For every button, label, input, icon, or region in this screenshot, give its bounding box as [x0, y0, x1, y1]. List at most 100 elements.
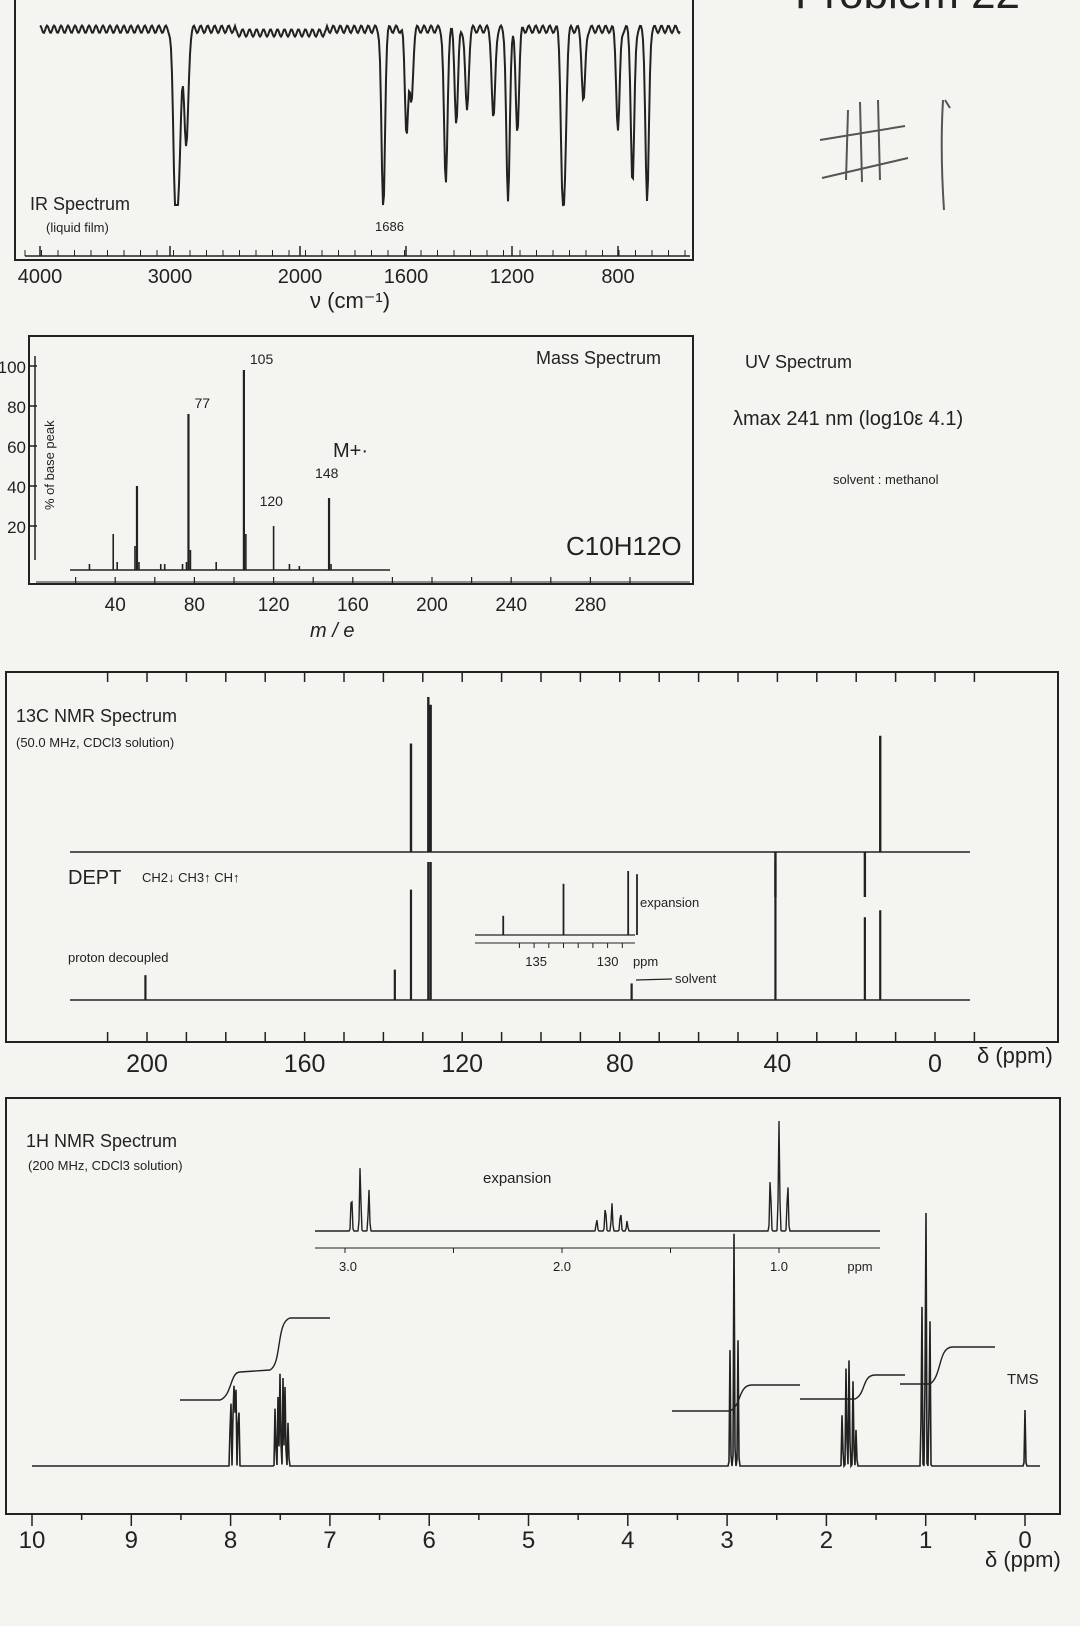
- mass-formula: C10H12O: [566, 531, 682, 561]
- mass-title: Mass Spectrum: [536, 348, 661, 368]
- mass-peaks: 77 105 120 148: [70, 351, 390, 571]
- mass-peak-label-77: 77: [194, 395, 210, 411]
- h1-x-tick-label: 10: [19, 1527, 46, 1554]
- mass-x-tick-label: 200: [416, 595, 448, 616]
- mass-peak-label-120: 120: [260, 493, 284, 509]
- ir-tick-label: 4000: [18, 266, 63, 288]
- ir-tick-label: 3000: [148, 266, 193, 288]
- c13-frame: [5, 671, 1059, 1043]
- h1-expansion-tick-label: 3.0: [339, 1259, 357, 1274]
- mass-y-tick-label: 40: [7, 478, 26, 497]
- mass-molecular-ion-label: M+·: [333, 440, 368, 462]
- h1-spectrum: [32, 1212, 1040, 1469]
- h1-subtitle: (200 MHz, CDCl3 solution): [28, 1158, 183, 1173]
- ir-subtitle: (liquid film): [46, 220, 109, 235]
- h1-integral-1.77: [800, 1374, 905, 1400]
- mass-y-tick-label: 60: [7, 438, 26, 457]
- handwritten-scribble: [819, 99, 951, 211]
- mass-y-tick-label: 20: [7, 518, 26, 537]
- mass-peak-label-105: 105: [250, 351, 274, 367]
- uv-panel: UV Spectrum λmax 241 nm (log10ε 4.1) sol…: [733, 352, 963, 487]
- h1-x-tick-label: 4: [621, 1527, 634, 1554]
- h1-expansion: 3.0 2.0 1.0 ppm: [315, 1120, 880, 1274]
- h1-x-tick-label: 6: [423, 1527, 436, 1554]
- mass-x-tick-label: 40: [105, 595, 126, 616]
- mass-frame: [28, 335, 694, 585]
- h1-expansion-label: expansion: [483, 1170, 551, 1187]
- page-title-fragment: Problem 22: [795, 0, 1020, 18]
- ir-title: IR Spectrum: [30, 194, 130, 214]
- c13-expansion-tick-label: 135: [525, 954, 547, 969]
- h1-expansion-tick-label: ppm: [847, 1259, 872, 1274]
- h1-integral-1.00: [900, 1346, 995, 1385]
- h1-expansion-tick-label: 2.0: [553, 1259, 571, 1274]
- h1-x-tick-label: 9: [125, 1527, 138, 1554]
- h1-expansion-trace: [315, 1120, 880, 1232]
- c13-x-tick-label: 120: [441, 1050, 483, 1078]
- h1-x-tick-label: 2: [820, 1527, 833, 1554]
- mass-x-ticks: 40 80 120 160 200 240 280: [36, 577, 690, 616]
- ir-axis-ticks: 4000 3000 2000 1600 1200 800: [18, 246, 690, 288]
- c13-xlabel: δ (ppm): [977, 1043, 1053, 1068]
- mass-x-tick-label: 240: [495, 595, 527, 616]
- h1-title: 1H NMR Spectrum: [26, 1131, 177, 1151]
- c13-decoupled-spectrum: [70, 862, 970, 1001]
- h1-x-tick-label: 1: [919, 1527, 932, 1554]
- h1-x-tick-label: 0: [1018, 1527, 1031, 1554]
- ir-panel: IR Spectrum (liquid film) 1686 4000 3000 2…: [14, 0, 694, 313]
- h1-x-tick-label: 5: [522, 1527, 535, 1554]
- uv-title: UV Spectrum: [745, 352, 852, 372]
- ir-tick-label: 800: [601, 266, 634, 288]
- ir-tick-label: 1600: [384, 266, 429, 288]
- c13-expansion-label: expansion: [640, 895, 699, 910]
- c13-solvent-label: solvent: [675, 971, 717, 986]
- uv-lambda-line: λmax 241 nm (log10ε 4.1): [733, 408, 963, 430]
- mass-y-tick-label: 100: [0, 358, 26, 377]
- ir-peak-label: 1686: [375, 219, 404, 234]
- c13-x-ticks: 200 160 120 80 40 0: [106, 672, 976, 1078]
- c13-x-tick-label: 200: [126, 1050, 168, 1078]
- mass-x-tick-label: 280: [575, 595, 607, 616]
- h1-panel: 1H NMR Spectrum (200 MHz, CDCl3 solution…: [5, 1097, 1061, 1572]
- c13-decoupled-label: proton decoupled: [68, 950, 168, 965]
- c13-dept-label: DEPT: [68, 867, 121, 889]
- h1-x-tick-label: 8: [224, 1527, 237, 1554]
- c13-expansion-tick-label: 130: [597, 954, 619, 969]
- ir-tick-label: 1200: [490, 266, 535, 288]
- mass-x-tick-label: 80: [184, 595, 205, 616]
- h1-integral-2.93: [672, 1384, 800, 1412]
- mass-formula-text: C10H12O: [566, 531, 682, 561]
- h1-x-ticks: 10 9 8 7 6 5 4 3 2 1 0: [19, 1513, 1060, 1554]
- c13-panel: 13C NMR Spectrum (50.0 MHz, CDCl3 soluti…: [5, 671, 1059, 1078]
- h1-expansion-tick-label: 1.0: [770, 1259, 788, 1274]
- c13-expansion-tick-label: ppm: [633, 954, 658, 969]
- h1-spectrum-trace: [32, 1212, 1040, 1469]
- c13-solvent-pointer: [635, 978, 673, 981]
- h1-integral-aromatic: [180, 1317, 330, 1401]
- c13-x-tick-label: 80: [606, 1050, 634, 1078]
- ir-trace: [39, 22, 681, 207]
- uv-solvent: solvent : methanol: [833, 472, 939, 487]
- mass-x-tick-label: 160: [337, 595, 369, 616]
- c13-title: 13C NMR Spectrum: [16, 706, 177, 726]
- c13-subtitle: (50.0 MHz, CDCl3 solution): [16, 735, 174, 750]
- mass-x-tick-label: 120: [258, 595, 290, 616]
- c13-dept-spectrum: [70, 697, 970, 897]
- mass-y-tick-label: 80: [7, 398, 26, 417]
- c13-x-tick-label: 40: [763, 1050, 791, 1078]
- mass-y-axis: 100 80 60 40 20: [0, 356, 37, 560]
- mass-xlabel: m / e: [310, 620, 354, 642]
- h1-tms-label: TMS: [1007, 1371, 1039, 1388]
- h1-x-tick-label: 3: [720, 1527, 733, 1554]
- h1-xlabel: δ (ppm): [985, 1547, 1061, 1572]
- c13-dept-legend: CH2↓ CH3↑ CH↑: [142, 870, 240, 885]
- mass-peak-label-148: 148: [315, 465, 339, 481]
- mass-panel: 100 80 60 40 20 % of base peak 77 105 120 148 M…: [0, 335, 694, 642]
- c13-x-tick-label: 160: [284, 1050, 326, 1078]
- ir-frame: [14, 0, 694, 261]
- ir-tick-label: 2000: [278, 266, 323, 288]
- mass-ylabel: % of base peak: [42, 420, 57, 510]
- c13-expansion: 135 130 ppm: [475, 871, 658, 969]
- ir-xlabel: ν (cm⁻¹): [310, 288, 390, 313]
